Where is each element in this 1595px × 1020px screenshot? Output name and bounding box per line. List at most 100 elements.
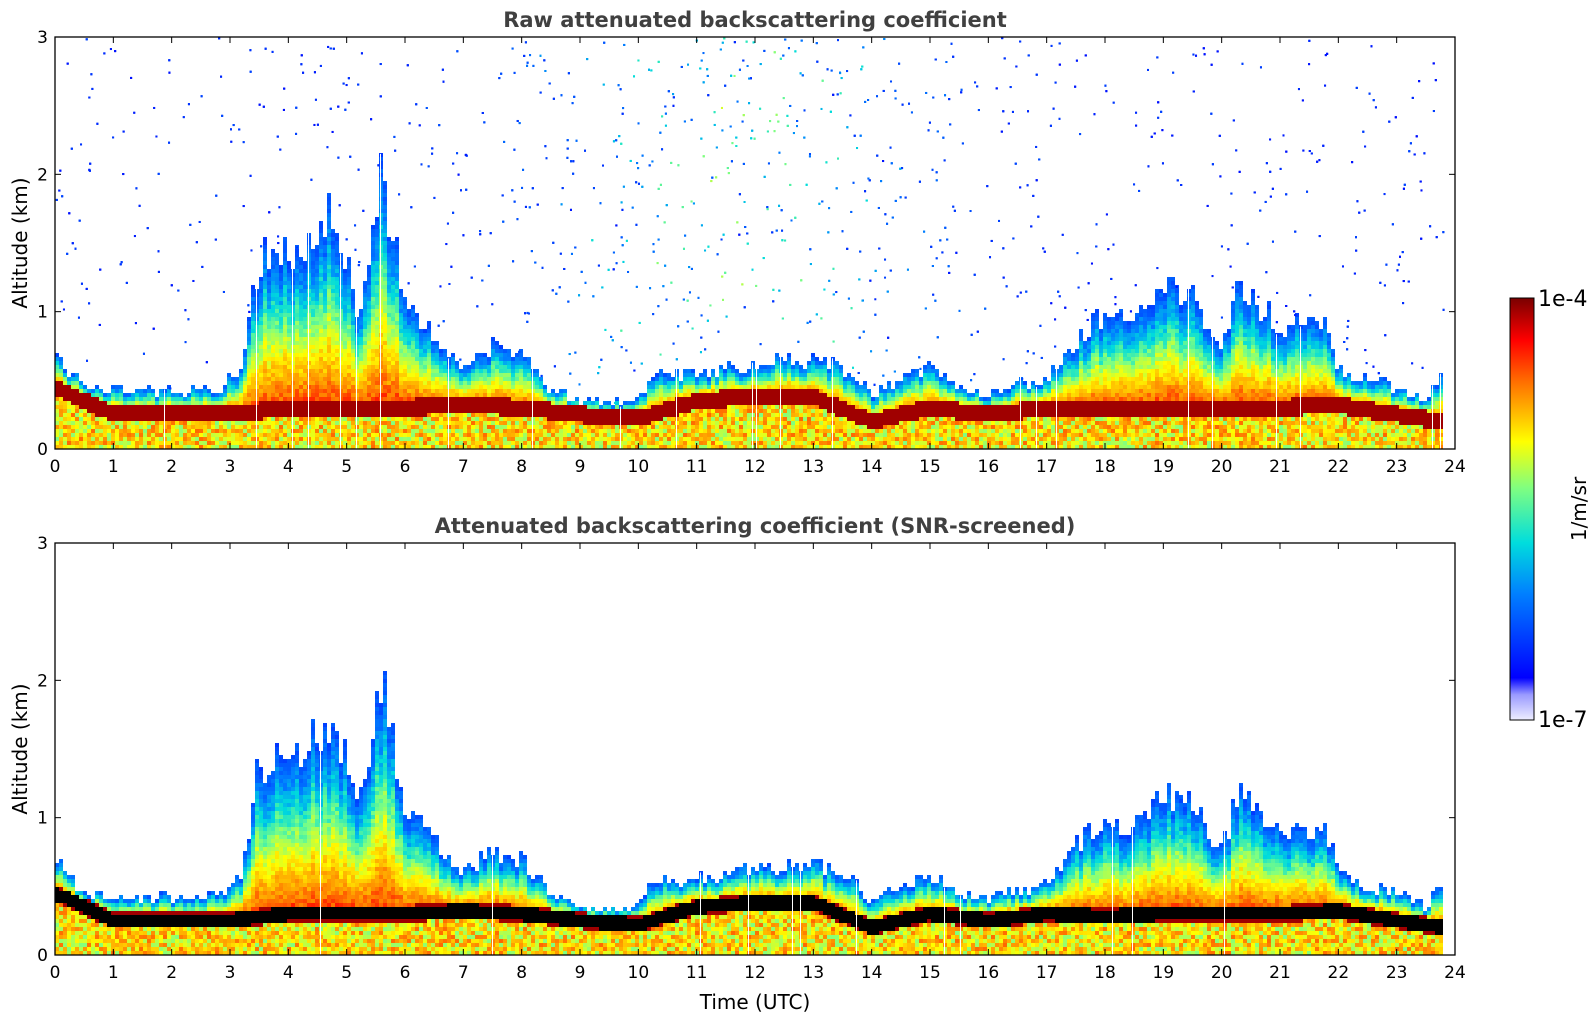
heatmap-cell (747, 369, 751, 373)
heatmap-cell (347, 417, 351, 421)
heatmap-cell (527, 381, 531, 385)
heatmap-cell (443, 425, 447, 429)
heatmap-cell (555, 397, 559, 401)
heatmap-cell (275, 357, 279, 361)
heatmap-cell (71, 417, 75, 421)
heatmap-cell (147, 433, 151, 437)
heatmap-cell (587, 433, 591, 437)
heatmap-cell (375, 409, 379, 413)
heatmap-cell (107, 425, 111, 429)
heatmap-cell (343, 389, 347, 393)
heatmap-cell (743, 413, 747, 417)
heatmap-cell (311, 349, 315, 353)
heatmap-cell (823, 389, 827, 393)
heatmap-cell (491, 377, 495, 381)
heatmap-cell (151, 429, 155, 433)
heatmap-cell (283, 257, 287, 261)
heatmap-cell (59, 421, 63, 425)
heatmap-cell (347, 317, 351, 321)
heatmap-cell (443, 365, 447, 369)
heatmap-cell (71, 429, 75, 433)
heatmap-cell (299, 389, 303, 393)
heatmap-cell (475, 425, 479, 429)
heatmap-cell (315, 265, 319, 269)
heatmap-cell (251, 425, 255, 429)
heatmap-cell (331, 289, 335, 293)
heatmap-cell (527, 421, 531, 425)
heatmap-cell (303, 297, 307, 301)
heatmap-cell (435, 417, 439, 421)
heatmap-cell (287, 281, 291, 285)
heatmap-cell (319, 413, 323, 417)
heatmap-cell (131, 441, 135, 445)
heatmap-cell (215, 421, 219, 425)
heatmap-cell (591, 441, 595, 445)
heatmap-cell (327, 389, 331, 393)
heatmap-cell (223, 437, 227, 441)
heatmap-cell (483, 377, 487, 381)
heatmap-cell (451, 405, 455, 409)
heatmap-cell (115, 429, 119, 433)
heatmap-cell (539, 401, 543, 405)
heatmap-cell (511, 365, 515, 369)
heatmap-cell (387, 409, 391, 413)
heatmap-cell (815, 405, 819, 409)
heatmap-cell (67, 429, 71, 433)
heatmap-cell (707, 433, 711, 437)
heatmap-cell (59, 385, 63, 389)
heatmap-cell (315, 369, 319, 373)
heatmap-cell (287, 373, 291, 377)
heatmap-cell (655, 445, 659, 449)
heatmap-cell (407, 389, 411, 393)
heatmap-cell (435, 377, 439, 381)
heatmap-cell (635, 429, 639, 433)
heatmap-cell (423, 385, 427, 389)
heatmap-cell (407, 365, 411, 369)
heatmap-cell (371, 397, 375, 401)
heatmap-cell (403, 385, 407, 389)
heatmap-cell (311, 249, 315, 253)
heatmap-cell (275, 373, 279, 377)
heatmap-cell (427, 405, 431, 409)
heatmap-cell (499, 441, 503, 445)
heatmap-cell (439, 433, 443, 437)
heatmap-cell (347, 385, 351, 389)
heatmap-cell (643, 397, 647, 401)
heatmap-cell (435, 389, 439, 393)
heatmap-cell (571, 425, 575, 429)
heatmap-cell (667, 425, 671, 429)
heatmap-cell (543, 389, 547, 393)
heatmap-cell (99, 445, 103, 449)
heatmap-cell (287, 309, 291, 313)
heatmap-cell (451, 437, 455, 441)
heatmap-cell (383, 201, 387, 205)
heatmap-cell (715, 409, 719, 413)
heatmap-cell (127, 437, 131, 441)
heatmap-cell (411, 429, 415, 433)
heatmap-cell (171, 433, 175, 437)
heatmap-cell (687, 441, 691, 445)
heatmap-cell (515, 385, 519, 389)
heatmap-cell (327, 413, 331, 417)
heatmap-cell (475, 429, 479, 433)
heatmap-cell (315, 357, 319, 361)
heatmap-cell (847, 433, 851, 437)
heatmap-cell (815, 361, 819, 365)
heatmap-cell (419, 405, 423, 409)
heatmap-cell (591, 417, 595, 421)
heatmap-cell (539, 425, 543, 429)
heatmap-cell (311, 329, 315, 333)
heatmap-cell (275, 345, 279, 349)
heatmap-cell (295, 417, 299, 421)
heatmap-cell (243, 393, 247, 397)
heatmap-cell (395, 441, 399, 445)
heatmap-cell (607, 401, 611, 405)
heatmap-cell (443, 389, 447, 393)
heatmap-cell (219, 393, 223, 397)
heatmap-cell (819, 365, 823, 369)
heatmap-cell (87, 413, 91, 417)
heatmap-cell (387, 417, 391, 421)
heatmap-cell (299, 413, 303, 417)
heatmap-cell (299, 393, 303, 397)
heatmap-cell (439, 425, 443, 429)
